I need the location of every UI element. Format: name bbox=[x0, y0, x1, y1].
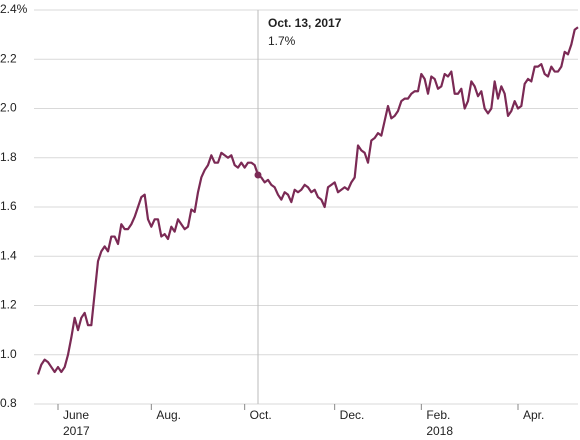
annotation-value: 1.7% bbox=[268, 34, 296, 48]
y-tick-label: 2.2 bbox=[0, 51, 17, 65]
y-tick-label: 1.8 bbox=[0, 150, 17, 164]
annotation-dot bbox=[254, 171, 262, 179]
x-tick-label: Feb. bbox=[426, 408, 450, 422]
y-tick-label: 1.6 bbox=[0, 199, 17, 213]
x-tick-label: Dec. bbox=[340, 408, 365, 422]
annotation-date: Oct. 13, 2017 bbox=[268, 16, 342, 30]
line-series bbox=[36, 26, 579, 375]
x-tick-label: Aug. bbox=[156, 408, 181, 422]
y-tick-label: 2.4% bbox=[0, 2, 28, 16]
x-tick-label: June bbox=[63, 408, 89, 422]
y-tick-label: 1.4 bbox=[0, 248, 17, 262]
x-year-label: 2018 bbox=[426, 424, 453, 438]
y-tick-label: 0.8 bbox=[0, 396, 17, 410]
y-tick-label: 1.2 bbox=[0, 298, 17, 312]
y-tick-label: 1.0 bbox=[0, 347, 17, 361]
x-tick-label: Oct. bbox=[250, 408, 272, 422]
x-year-label: 2017 bbox=[63, 424, 90, 438]
x-tick-label: Apr. bbox=[523, 408, 544, 422]
y-tick-label: 2.0 bbox=[0, 101, 17, 115]
